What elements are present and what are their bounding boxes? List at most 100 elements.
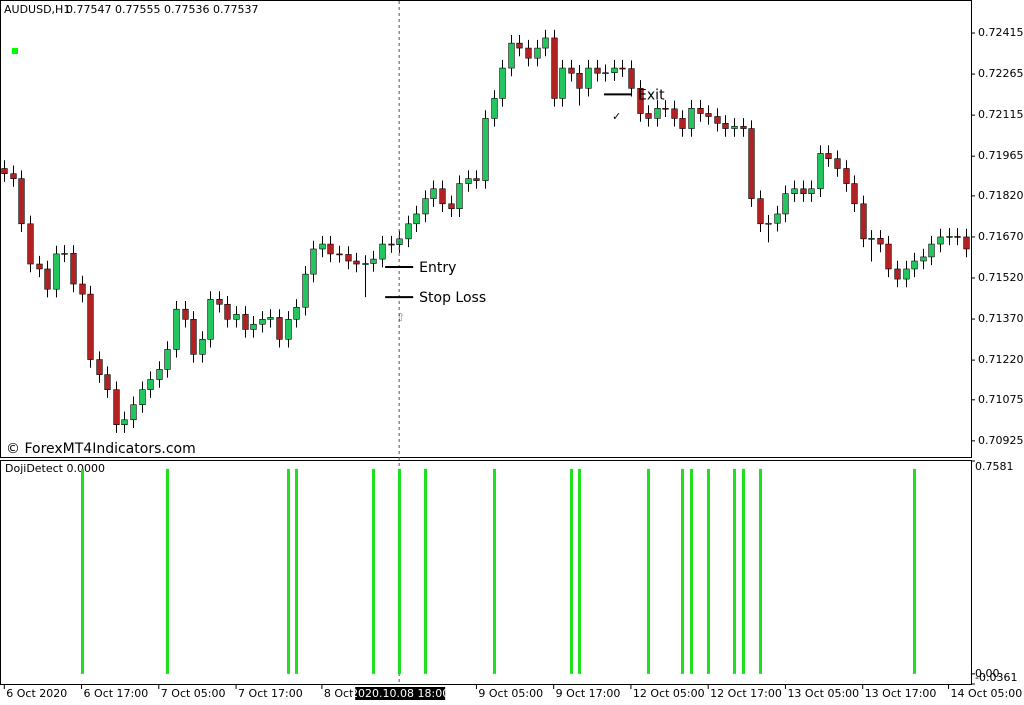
candle-body <box>637 88 644 114</box>
candle-body <box>250 323 257 330</box>
y-tick-label: 0.7581 <box>975 460 1014 473</box>
candle-body <box>473 178 480 181</box>
candle-body <box>568 67 575 74</box>
candle-body <box>800 188 807 194</box>
candle-body <box>688 107 695 129</box>
candle-body <box>413 213 420 225</box>
candle-body <box>843 168 850 184</box>
candle-body <box>147 379 154 390</box>
candle-body <box>508 42 515 69</box>
candle-body <box>336 253 343 256</box>
cursor-label: 2020.10.08 18:00 <box>351 687 449 700</box>
x-tick-label: 6 Oct 17:00 <box>84 687 149 700</box>
candle-body <box>44 268 51 290</box>
candle-body <box>920 256 927 262</box>
candle-body <box>87 293 94 360</box>
candle-body <box>782 193 789 215</box>
y-tick-label: 0.71670 <box>978 230 1024 243</box>
candle-body <box>422 198 429 215</box>
candle-body <box>293 306 300 320</box>
candle-body <box>808 188 815 194</box>
candle-body <box>791 188 798 194</box>
x-tick-label: 6 Oct 2020 <box>6 687 67 700</box>
candle-body <box>207 299 214 340</box>
check-icon: ✓ <box>612 110 621 123</box>
candle-body <box>10 173 17 179</box>
candle-body <box>825 153 832 159</box>
x-tick-label: 13 Oct 05:00 <box>787 687 859 700</box>
candle-body <box>224 303 231 320</box>
candle-body <box>327 243 334 255</box>
candle-body <box>491 98 498 119</box>
candle-body <box>345 254 352 262</box>
x-tick-label: 7 Oct 17:00 <box>238 687 303 700</box>
candle-body <box>534 47 541 59</box>
candle-body <box>173 308 180 350</box>
candle-body <box>594 67 601 74</box>
candle-body <box>937 236 944 245</box>
x-tick-label: 9 Oct 17:00 <box>556 687 621 700</box>
candle-body <box>130 404 137 421</box>
candle-body <box>877 238 884 245</box>
candle-body <box>465 178 472 184</box>
candle-body <box>456 183 463 210</box>
candle-body <box>61 253 68 255</box>
candle-body <box>714 116 721 124</box>
candle-body <box>388 243 395 246</box>
candle-body <box>164 349 171 370</box>
y-tick-label: 0.00 <box>975 667 1000 680</box>
quote: 0.77555 <box>115 3 161 16</box>
candle-body <box>911 260 918 270</box>
candle-body <box>216 299 223 305</box>
annotation-label: Stop Loss <box>419 290 486 306</box>
candle-body <box>362 263 369 265</box>
entry-arrow-icon: ⇧ <box>396 311 405 324</box>
price-panel <box>0 0 972 458</box>
y-tick-label: -0.0361 <box>975 671 1017 684</box>
candle-body <box>319 243 326 250</box>
candle-body <box>645 113 652 119</box>
candle-body <box>405 223 412 240</box>
candle-body <box>1 168 8 175</box>
status-marker <box>12 48 18 54</box>
candle-body <box>379 243 386 260</box>
annotation-label: Entry <box>419 260 456 276</box>
candle-body <box>740 126 747 129</box>
candle-body <box>182 308 189 320</box>
candle-body <box>697 107 704 114</box>
watermark: © ForexMT4Indicators.com <box>6 441 196 457</box>
candle-body <box>885 243 892 270</box>
y-tick-label: 0.71220 <box>978 353 1024 366</box>
y-tick-label: 0.70925 <box>978 434 1024 447</box>
y-tick-label: 0.71520 <box>978 271 1024 284</box>
candle-body <box>894 268 901 280</box>
candle-body <box>903 268 910 280</box>
cursor-label-box <box>355 687 446 700</box>
candle-body <box>36 263 43 270</box>
candle-body <box>619 67 626 70</box>
candle-body <box>860 203 867 240</box>
symbol: AUDUSD,H1 <box>4 3 70 16</box>
y-tick-label: 0.71075 <box>978 393 1024 406</box>
candle-body <box>430 188 437 199</box>
candle-body <box>731 126 738 129</box>
candle-body <box>27 223 34 265</box>
x-tick-label: 14 Oct 05:00 <box>951 687 1023 700</box>
candle-body <box>576 72 583 89</box>
candle-body <box>499 67 506 99</box>
x-tick-label: 9 Oct 05:00 <box>478 687 543 700</box>
candle-body <box>104 374 111 390</box>
candle-body <box>121 419 128 426</box>
candle-body <box>259 319 266 325</box>
quote: 0.77536 <box>164 3 210 16</box>
x-tick-label: 7 Oct 05:00 <box>161 687 226 700</box>
candle-body <box>559 67 566 99</box>
candle-body <box>705 113 712 117</box>
candle-body <box>516 42 523 49</box>
candle-body <box>370 258 377 264</box>
candle-body <box>199 339 206 355</box>
candle-body <box>70 253 77 285</box>
candle-body <box>671 108 678 119</box>
